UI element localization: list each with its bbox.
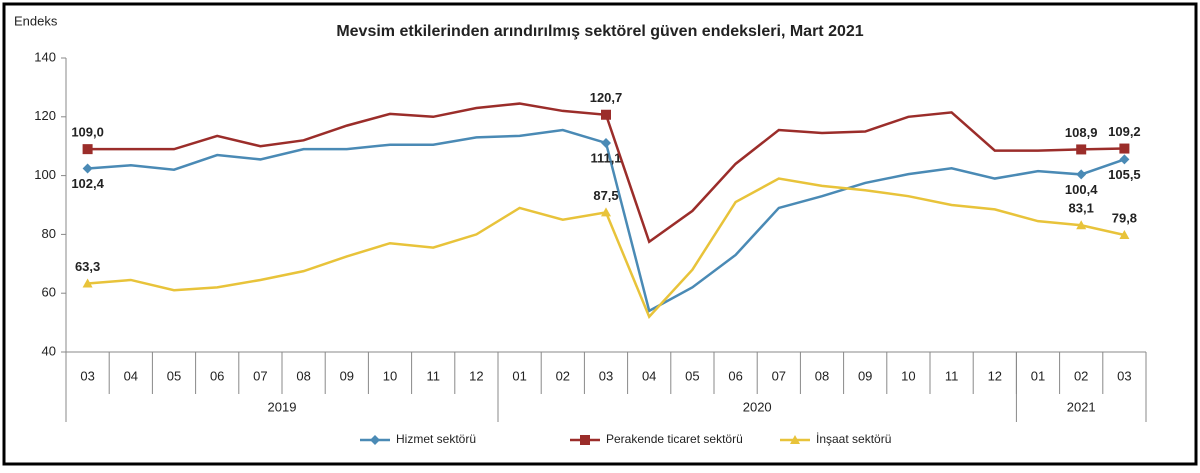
x-tick-label: 03 [80, 368, 94, 383]
marker [580, 435, 590, 445]
marker [82, 278, 93, 288]
x-tick-label: 01 [512, 368, 526, 383]
x-tick-label: 05 [167, 368, 181, 383]
data-label: 83,1 [1069, 201, 1094, 216]
marker [601, 137, 611, 148]
x-tick-label: 12 [469, 368, 483, 383]
x-tick-label: 07 [772, 368, 786, 383]
x-tick-label: 03 [599, 368, 613, 383]
data-label: 108,9 [1065, 125, 1098, 140]
data-label: 105,5 [1108, 167, 1141, 182]
data-label: 120,7 [590, 90, 623, 105]
y-tick-label: 80 [42, 226, 56, 241]
x-tick-label: 05 [685, 368, 699, 383]
legend-label: Hizmet sektörü [396, 432, 476, 446]
data-label: 111,1 [590, 150, 621, 165]
year-label: 2020 [743, 399, 772, 414]
x-tick-label: 11 [426, 368, 440, 383]
x-tick-label: 06 [728, 368, 742, 383]
x-tick-label: 03 [1117, 368, 1131, 383]
year-label: 2019 [268, 399, 297, 414]
legend-label: Perakende ticaret sektörü [606, 432, 743, 446]
marker [1076, 144, 1087, 155]
data-label: 63,3 [75, 259, 100, 274]
y-tick-label: 100 [34, 167, 56, 182]
y-tick-label: 60 [42, 285, 56, 300]
marker [1076, 169, 1087, 180]
marker [370, 435, 380, 445]
data-label: 102,4 [71, 176, 104, 191]
marker [1076, 220, 1087, 230]
x-tick-label: 04 [642, 368, 656, 383]
x-tick-label: 12 [988, 368, 1002, 383]
data-label: 87,5 [593, 188, 618, 203]
marker [601, 207, 611, 217]
data-label: 79,8 [1112, 210, 1137, 225]
y-tick-label: 140 [34, 49, 56, 64]
marker [790, 435, 800, 444]
data-label: 100,4 [1065, 182, 1098, 197]
legend-label: İnşaat sektörü [816, 432, 891, 446]
marker [1119, 154, 1130, 165]
chart-title: Mevsim etkilerinden arındırılmış sektöre… [336, 23, 863, 40]
x-tick-label: 09 [858, 368, 872, 383]
marker [1119, 143, 1130, 154]
x-tick-label: 09 [340, 368, 354, 383]
marker [601, 109, 611, 120]
y-tick-label: 40 [42, 343, 56, 358]
data-label: 109,2 [1108, 124, 1141, 139]
x-tick-label: 06 [210, 368, 224, 383]
x-tick-label: 07 [253, 368, 267, 383]
x-tick-label: 10 [383, 368, 397, 383]
year-label: 2021 [1067, 399, 1096, 414]
x-tick-label: 08 [296, 368, 310, 383]
x-tick-label: 10 [901, 368, 915, 383]
x-tick-label: 02 [556, 368, 570, 383]
y-tick-label: 120 [34, 108, 56, 123]
data-label: 109,0 [71, 125, 104, 140]
x-tick-label: 02 [1074, 368, 1088, 383]
marker [82, 144, 93, 155]
frame [2, 2, 1198, 466]
marker [82, 163, 93, 174]
x-tick-label: 11 [945, 368, 959, 383]
marker [1119, 229, 1130, 239]
x-tick-label: 01 [1031, 368, 1045, 383]
y-axis-label: Endeks [14, 13, 58, 28]
x-tick-label: 04 [124, 368, 138, 383]
x-tick-label: 08 [815, 368, 829, 383]
